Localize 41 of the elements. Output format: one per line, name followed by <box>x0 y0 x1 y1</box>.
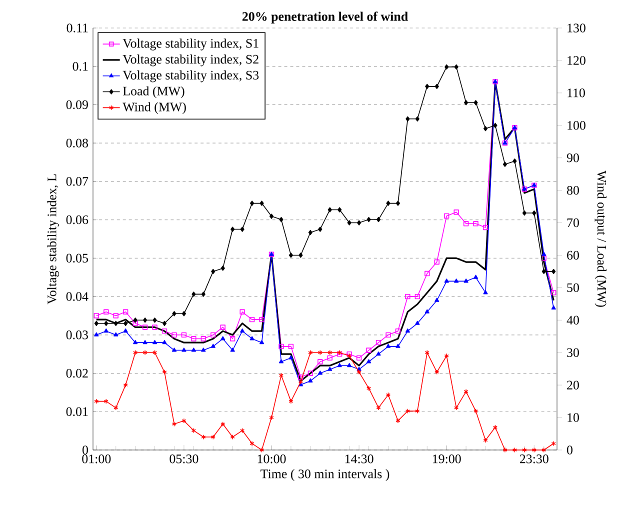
y2-tick-label: 130 <box>568 24 586 32</box>
y2-tick-label: 90 <box>566 153 579 162</box>
x-tick-label: 05:30 <box>170 454 198 464</box>
legend-label: Voltage stability index, S2 <box>122 54 258 66</box>
y-tick-label: 0.02 <box>66 368 88 378</box>
y2-tick-label: 0 <box>567 446 572 454</box>
x-tick-label: 01:00 <box>82 454 111 464</box>
x-tick-label: 23:30 <box>520 454 548 464</box>
x-tick-label: 14:30 <box>345 454 374 464</box>
y-tick-label: 0.11 <box>66 24 88 32</box>
y-tick-label: 0.05 <box>66 254 88 263</box>
y-tick-label: 0 <box>82 446 88 454</box>
y-tick-label: 0.07 <box>66 177 88 186</box>
y2-tick-label: 40 <box>566 316 579 325</box>
y2-axis-title: Wind output / Load (MW) <box>594 170 607 307</box>
y-tick-label: 0.1 <box>72 62 88 71</box>
chart-title: 20% penetration level of wind <box>242 12 408 24</box>
y-tick-label: 0.08 <box>66 138 88 148</box>
legend-label: Voltage stability index, S1 <box>122 38 258 50</box>
legend-label: Voltage stability index, S3 <box>122 70 259 82</box>
y-tick-label: 0.09 <box>66 100 88 110</box>
y-tick-label: 0.01 <box>66 407 88 416</box>
y2-tick-label: 110 <box>568 88 585 98</box>
y2-tick-label: 70 <box>567 218 579 228</box>
y2-tick-label: 60 <box>567 250 579 260</box>
legend-label: Load (MW) <box>122 86 184 98</box>
x-tick-label: 19:00 <box>432 454 461 464</box>
y-tick-label: 0.06 <box>66 215 88 224</box>
y-tick-label: 0.04 <box>66 292 88 301</box>
x-axis-title: Time ( 30 min intervals ) <box>260 469 390 481</box>
y2-tick-label: 10 <box>568 413 579 422</box>
y2-tick-label: 50 <box>567 283 579 292</box>
y2-tick-label: 100 <box>568 121 586 130</box>
y-axis-title: Voltage stability index, L <box>47 174 59 304</box>
y2-tick-label: 30 <box>567 348 579 357</box>
y2-tick-label: 80 <box>567 186 579 195</box>
legend-label: Wind (MW) <box>122 102 186 114</box>
x-tick-label: 10:00 <box>258 454 286 464</box>
y-tick-label: 0.03 <box>66 330 88 340</box>
y2-tick-label: 120 <box>568 56 586 65</box>
y2-tick-label: 20 <box>567 380 579 390</box>
